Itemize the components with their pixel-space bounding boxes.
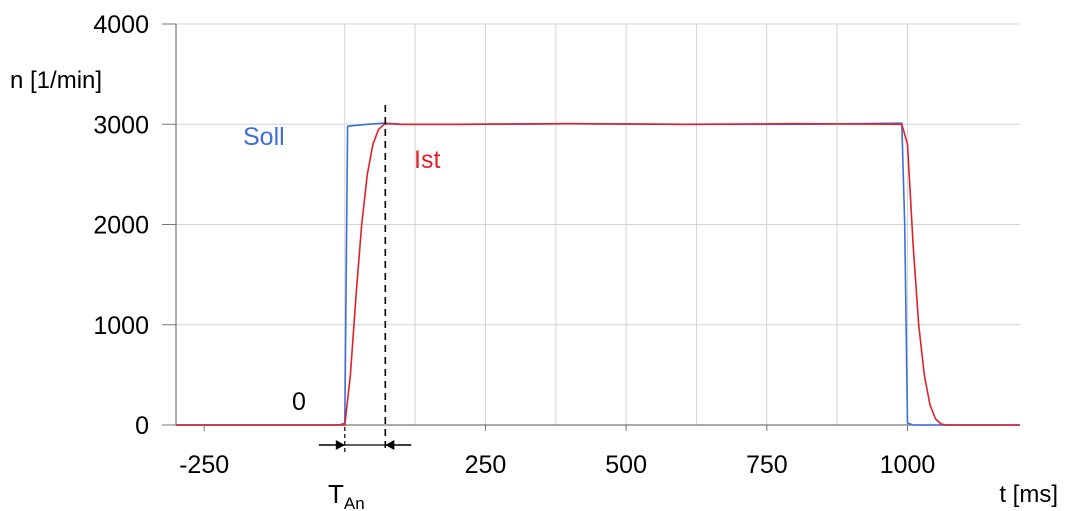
x-tick-label: 500 [605, 451, 647, 479]
x-tick-labels: -250 250 500 750 1000 [179, 451, 935, 479]
series-line-soll [176, 122, 1020, 426]
axes [162, 23, 1020, 431]
y-tick-label: 1000 [93, 312, 149, 340]
series-line-ist [176, 122, 1020, 426]
zero-annotation: 0 [292, 388, 306, 416]
series-lines [176, 122, 1020, 426]
y-tick-label: 0 [135, 412, 149, 440]
t-an-arrowhead-left [335, 440, 345, 450]
y-tick-label: 2000 [93, 212, 149, 240]
grid [176, 23, 1020, 425]
y-axis-title: n [1/min] [10, 67, 102, 94]
x-tick-label: 250 [465, 451, 507, 479]
x-tick-label: 750 [746, 451, 788, 479]
series-label-soll: Soll [243, 123, 285, 151]
t-an-label: TAn [328, 479, 365, 511]
t-an-arrowhead-right [385, 440, 395, 450]
y-tick-label: 4000 [93, 11, 149, 39]
series-label-ist: Ist [414, 146, 440, 174]
x-tick-label: -250 [179, 451, 229, 479]
annotations [318, 105, 412, 455]
y-tick-label: 3000 [93, 111, 149, 139]
x-tick-label: 1000 [880, 451, 936, 479]
t-an-sub: An [344, 494, 365, 511]
x-axis-title: t [ms] [999, 481, 1058, 508]
y-tick-labels: 0 1000 2000 3000 4000 [93, 11, 149, 440]
t-an-base: T [328, 479, 344, 509]
